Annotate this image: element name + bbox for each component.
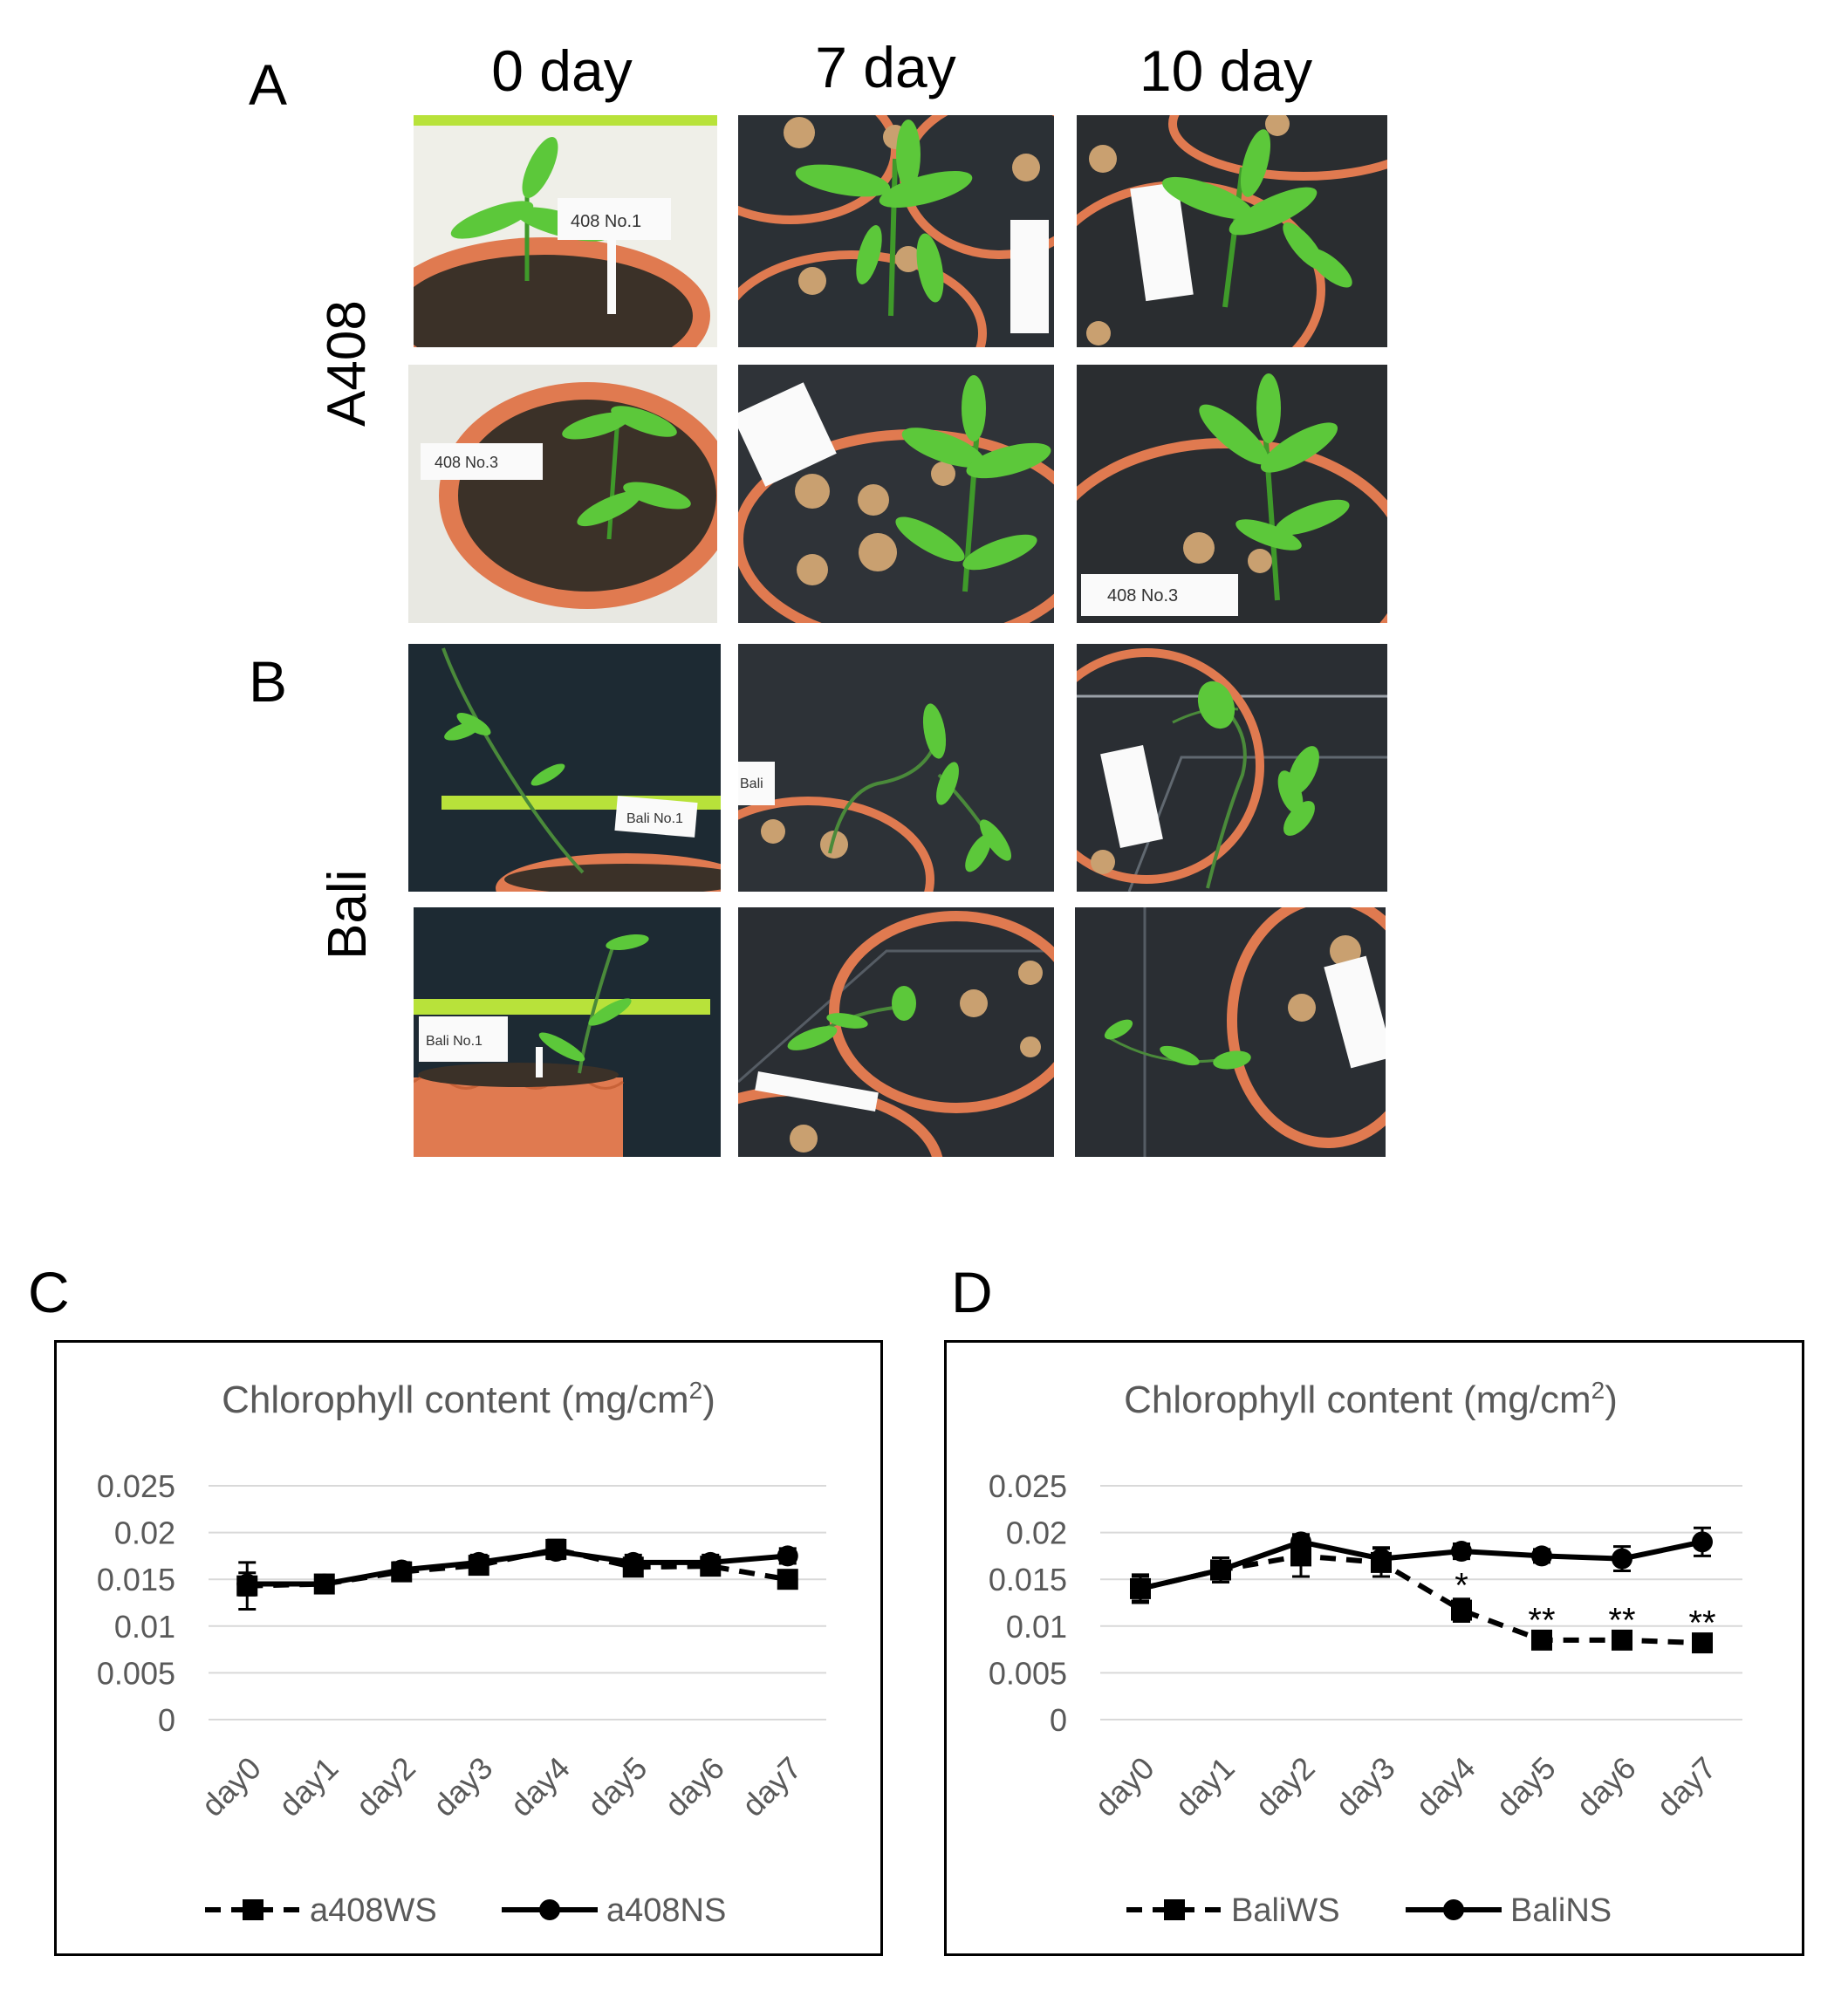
panel-label-d: D xyxy=(951,1260,993,1324)
x-tick-label: day7 xyxy=(735,1750,808,1823)
y-tick-label: 0 xyxy=(158,1702,175,1738)
photo-bali-day7-plant2 xyxy=(738,907,1054,1157)
data-point-a408NS-day7 xyxy=(777,1545,798,1567)
y-tick-label: 0 xyxy=(1050,1702,1067,1738)
data-point-BaliWS-day4 xyxy=(1451,1599,1472,1621)
y-tick-label: 0.015 xyxy=(989,1562,1067,1597)
pot-label-text: 408 No.3 xyxy=(435,454,498,471)
data-point-BaliWS-day6 xyxy=(1612,1629,1632,1651)
data-point-BaliWS-day5 xyxy=(1531,1629,1552,1651)
x-tick-label: day1 xyxy=(271,1750,345,1823)
photo-bali-day10-plant2 xyxy=(1075,907,1386,1157)
x-tick-label: day2 xyxy=(349,1750,422,1823)
data-point-BaliNS-day7 xyxy=(1692,1531,1713,1553)
x-tick-label: day6 xyxy=(1569,1750,1642,1823)
chart-c-title: Chlorophyll content (mg/cm2) xyxy=(222,1377,715,1421)
chart-panel-d: Chlorophyll content (mg/cm2) 0 0.005 0.01 0… xyxy=(944,1340,1804,1956)
x-tick-label: day1 xyxy=(1167,1750,1241,1823)
legend-label-a408WS: a408WS xyxy=(310,1892,437,1929)
pot-label-text: 408 No.1 xyxy=(571,212,641,231)
data-point-a408NS-day0 xyxy=(236,1573,258,1595)
y-tick-label: 0.01 xyxy=(1006,1609,1067,1645)
y-tick-label: 0.005 xyxy=(989,1655,1067,1691)
column-header-0-day: 0 day xyxy=(491,38,633,103)
x-tick-label: day7 xyxy=(1649,1750,1722,1823)
legend-label-BaliWS: BaliWS xyxy=(1231,1892,1340,1929)
data-point-a408NS-day6 xyxy=(700,1551,722,1573)
chart-d-svg: Chlorophyll content (mg/cm2) 0 0.005 0.01 0… xyxy=(989,1377,1742,1929)
x-tick-label: day6 xyxy=(658,1750,731,1823)
y-tick-label: 0.025 xyxy=(989,1468,1067,1504)
photo-a408-day7-plant1 xyxy=(738,115,1054,347)
legend-label-a408NS: a408NS xyxy=(606,1892,726,1929)
x-tick-label: day2 xyxy=(1248,1750,1321,1823)
x-tick-label: day3 xyxy=(1328,1750,1401,1823)
significance-marker: ** xyxy=(1608,1601,1635,1639)
column-header-7-day: 7 day xyxy=(815,35,956,99)
legend-marker-a408NS xyxy=(539,1899,560,1920)
x-tick-label: day0 xyxy=(1087,1750,1160,1823)
pot-label-text: Bali No.1 xyxy=(626,811,683,826)
photo-bali-day7-plant1: Bali xyxy=(738,644,1054,892)
series-line-a408NS xyxy=(247,1549,789,1587)
data-point-BaliNS-day1 xyxy=(1210,1559,1231,1581)
y-tick-label: 0.005 xyxy=(97,1655,175,1691)
photo-bali-day0-plant2: Bali No.1 xyxy=(414,907,721,1157)
y-tick-label: 0.02 xyxy=(114,1515,175,1551)
y-tick-label: 0.015 xyxy=(97,1562,175,1597)
series-line-BaliWS xyxy=(1140,1553,1703,1646)
photo-bali-day0-plant1: Bali No.1 xyxy=(408,644,721,892)
chart-d-title: Chlorophyll content (mg/cm2) xyxy=(1124,1377,1618,1421)
row-label-a408: A408 xyxy=(317,300,377,427)
pot-label-text: 408 No.3 xyxy=(1107,586,1178,605)
photo-bali-day10-plant1 xyxy=(1077,644,1387,892)
data-point-BaliNS-day2 xyxy=(1290,1531,1311,1553)
data-point-a408NS-day3 xyxy=(468,1551,489,1573)
x-tick-label: day4 xyxy=(1408,1750,1482,1823)
series-line-BaliNS xyxy=(1140,1539,1703,1591)
panel-label-b: B xyxy=(249,649,288,714)
chart-c-svg: Chlorophyll content (mg/cm2) 0 0.005 0.01 0… xyxy=(97,1377,826,1929)
significance-marker: ** xyxy=(1688,1604,1715,1643)
y-tick-label: 0.025 xyxy=(97,1468,175,1504)
photo-a408-day7-plant3 xyxy=(738,365,1054,623)
photo-a408-day0-plant3: 408 No.3 xyxy=(408,365,717,623)
data-point-BaliWS-day7 xyxy=(1692,1632,1713,1654)
data-point-a408NS-day2 xyxy=(391,1559,413,1581)
data-point-a408NS-day1 xyxy=(313,1573,335,1595)
panel-label-c: C xyxy=(28,1260,70,1324)
chart-panel-c: Chlorophyll content (mg/cm2) 0 0.005 0.01 0… xyxy=(54,1340,883,1956)
column-header-10-day: 10 day xyxy=(1139,38,1313,103)
photo-a408-day0-plant1: 408 No.1 xyxy=(414,115,717,347)
x-tick-label: day4 xyxy=(503,1750,577,1823)
pot-label-text: Bali No.1 xyxy=(426,1034,483,1049)
data-point-a408NS-day4 xyxy=(545,1541,567,1563)
x-tick-label: day0 xyxy=(195,1750,268,1823)
legend-label-BaliNS: BaliNS xyxy=(1510,1892,1612,1929)
row-label-bali: Bali xyxy=(318,869,378,960)
data-point-a408NS-day5 xyxy=(622,1551,644,1573)
panel-label-a: A xyxy=(249,52,288,117)
y-tick-label: 0.01 xyxy=(114,1609,175,1645)
legend-marker-BaliNS xyxy=(1443,1899,1464,1920)
significance-marker: * xyxy=(1454,1567,1468,1605)
legend-marker-BaliWS xyxy=(1164,1899,1185,1920)
data-point-BaliNS-day6 xyxy=(1612,1548,1632,1570)
data-point-BaliNS-day4 xyxy=(1451,1541,1472,1563)
significance-marker: ** xyxy=(1528,1601,1555,1639)
photo-a408-day10-plant1 xyxy=(1077,115,1387,347)
x-tick-label: day5 xyxy=(1489,1750,1562,1823)
data-point-BaliNS-day3 xyxy=(1371,1548,1392,1570)
y-tick-label: 0.02 xyxy=(1006,1515,1067,1551)
x-tick-label: day3 xyxy=(426,1750,499,1823)
photo-a408-day10-plant3: 408 No.3 xyxy=(1077,365,1387,623)
data-point-a408WS-day7 xyxy=(777,1569,798,1590)
data-point-BaliNS-day5 xyxy=(1531,1545,1552,1567)
data-point-BaliNS-day0 xyxy=(1130,1577,1151,1599)
legend-marker-a408WS xyxy=(243,1899,264,1920)
x-tick-label: day5 xyxy=(580,1750,654,1823)
pot-label-text: Bali xyxy=(740,776,763,791)
